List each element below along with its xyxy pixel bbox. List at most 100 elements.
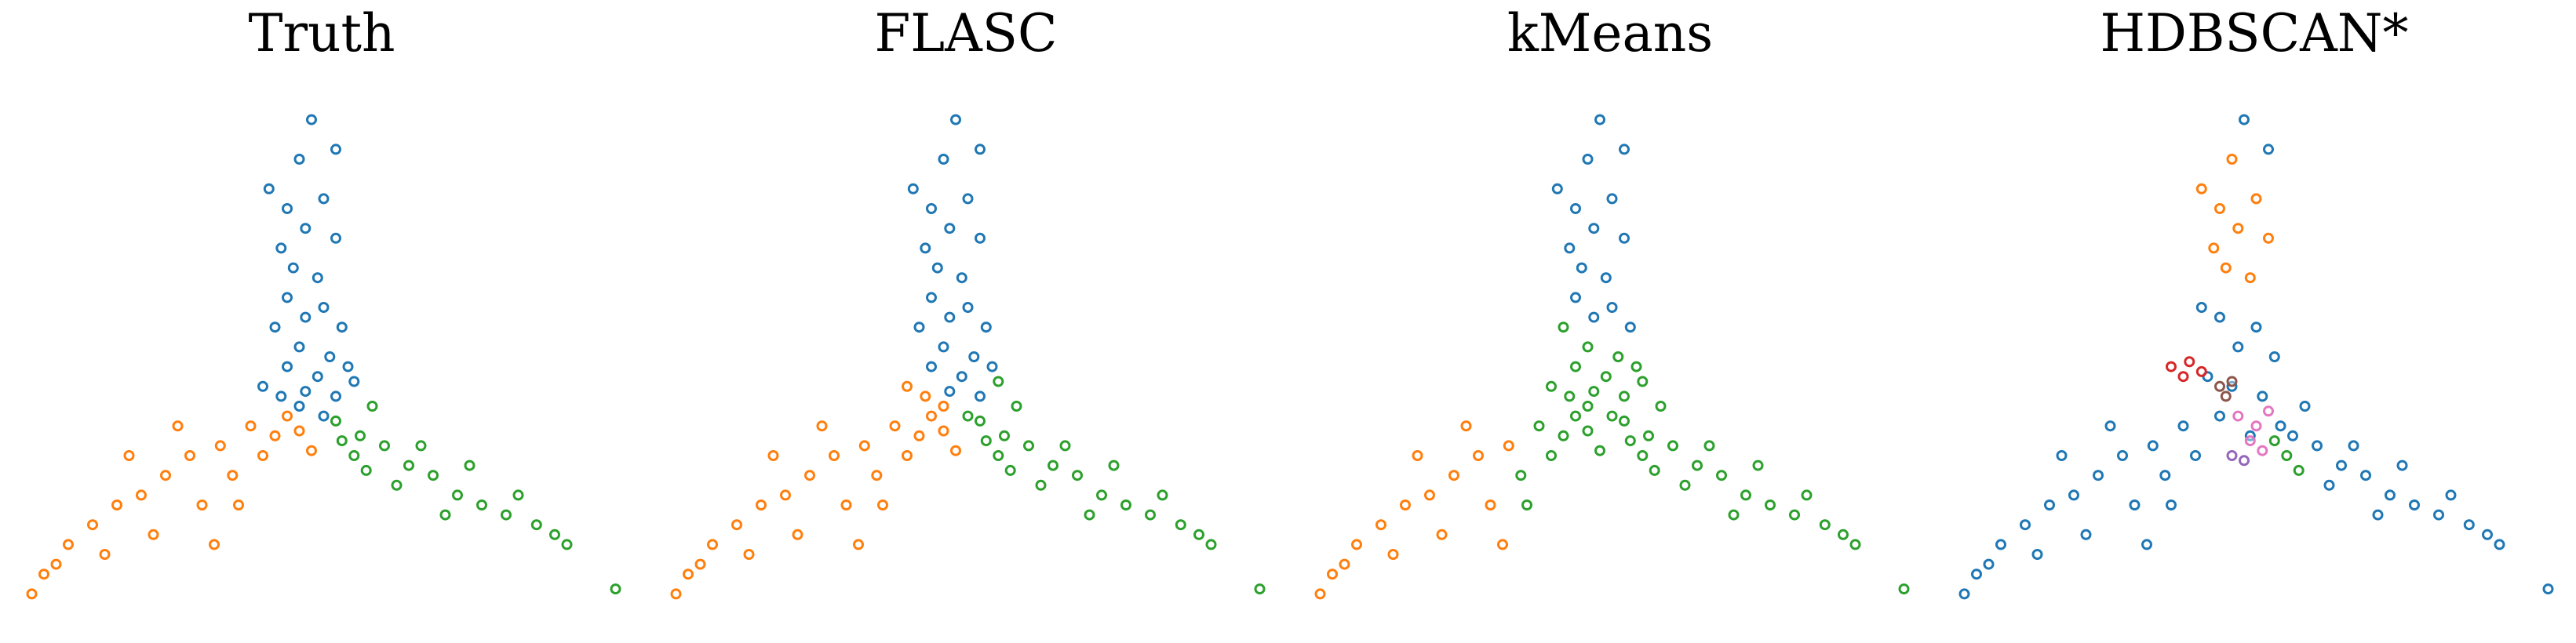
data-point	[2445, 489, 2457, 501]
data-point	[282, 361, 293, 372]
data-point	[148, 529, 159, 540]
data-point	[1849, 539, 1861, 550]
data-point	[1096, 489, 1107, 501]
panel-flasc: FLASC	[644, 0, 1288, 643]
data-point	[1619, 391, 1630, 402]
data-point	[1564, 391, 1576, 402]
data-point	[2372, 509, 2384, 521]
data-point	[269, 322, 281, 333]
panel-title: kMeans	[1507, 3, 1714, 64]
data-point	[944, 223, 956, 234]
data-point	[2080, 529, 2092, 540]
data-point	[1752, 460, 1764, 471]
data-point	[1145, 509, 1156, 521]
data-point	[136, 489, 147, 501]
data-point	[2268, 351, 2280, 362]
scatter-plot	[26, 114, 621, 600]
data-point	[1619, 143, 1630, 155]
data-point	[330, 391, 341, 402]
data-point	[1570, 292, 1581, 303]
data-point	[99, 549, 111, 560]
series-1	[670, 380, 961, 600]
data-point	[670, 588, 682, 600]
data-point	[2214, 203, 2225, 214]
data-point	[938, 401, 949, 412]
data-point	[2117, 450, 2128, 461]
data-point	[956, 371, 967, 383]
data-point	[926, 203, 937, 214]
data-point	[2323, 479, 2335, 491]
series-2	[1515, 322, 1910, 595]
data-point	[1995, 539, 2006, 550]
data-point	[269, 430, 281, 441]
data-point	[707, 539, 718, 550]
data-point	[1765, 500, 1776, 510]
data-point	[944, 311, 956, 323]
data-point	[2220, 262, 2232, 274]
series-2	[962, 376, 1266, 595]
data-point	[907, 183, 919, 194]
data-point	[2226, 154, 2238, 165]
data-point	[938, 154, 949, 165]
data-point	[1958, 588, 1970, 600]
data-point	[282, 203, 293, 214]
data-point	[858, 440, 870, 452]
panel-title: FLASC	[874, 3, 1058, 64]
data-point	[336, 435, 348, 447]
data-point	[871, 470, 883, 481]
data-point	[355, 430, 366, 441]
panel-kmeans: kMeans	[1288, 0, 1932, 643]
scatter-plot	[1314, 114, 1910, 600]
data-point	[257, 380, 268, 392]
data-point	[931, 262, 943, 274]
data-point	[877, 500, 888, 510]
data-point	[756, 500, 767, 510]
data-point	[743, 549, 755, 560]
data-point	[2208, 242, 2220, 254]
data-point	[172, 420, 184, 432]
data-point	[452, 489, 463, 501]
data-point	[1637, 450, 1649, 461]
data-point	[336, 322, 348, 333]
data-point	[950, 445, 961, 456]
data-point	[889, 420, 901, 432]
data-point	[1412, 450, 1423, 461]
data-point	[306, 445, 317, 456]
data-point	[2385, 489, 2396, 501]
data-point	[209, 539, 220, 550]
series-6	[2268, 435, 2305, 476]
data-point	[1351, 539, 1362, 550]
data-point	[293, 341, 305, 353]
data-point	[111, 500, 122, 510]
data-point	[1624, 435, 1636, 447]
data-point	[1175, 519, 1186, 531]
data-point	[1576, 262, 1587, 274]
data-point	[2239, 114, 2250, 125]
data-point	[944, 386, 956, 398]
data-point	[1515, 470, 1527, 481]
data-point	[348, 376, 360, 387]
data-point	[1011, 401, 1022, 412]
data-point	[1600, 371, 1612, 383]
data-point	[38, 569, 49, 580]
data-point	[1084, 509, 1095, 521]
data-point	[1546, 450, 1557, 461]
data-point	[1460, 420, 1472, 432]
data-point	[1570, 410, 1581, 422]
data-point	[287, 262, 299, 274]
data-point	[342, 361, 354, 372]
data-point	[2275, 420, 2286, 432]
data-point	[1838, 529, 1849, 540]
data-point	[683, 569, 694, 580]
data-point	[840, 500, 852, 510]
data-point	[1558, 430, 1569, 441]
data-point	[1108, 460, 1120, 471]
data-point	[1630, 361, 1642, 372]
data-point	[956, 272, 967, 284]
data-point	[1600, 272, 1612, 284]
data-point	[2463, 519, 2475, 531]
data-point	[999, 430, 1010, 441]
data-point	[1048, 460, 1058, 471]
data-point	[2299, 401, 2311, 412]
data-point	[2044, 500, 2055, 510]
